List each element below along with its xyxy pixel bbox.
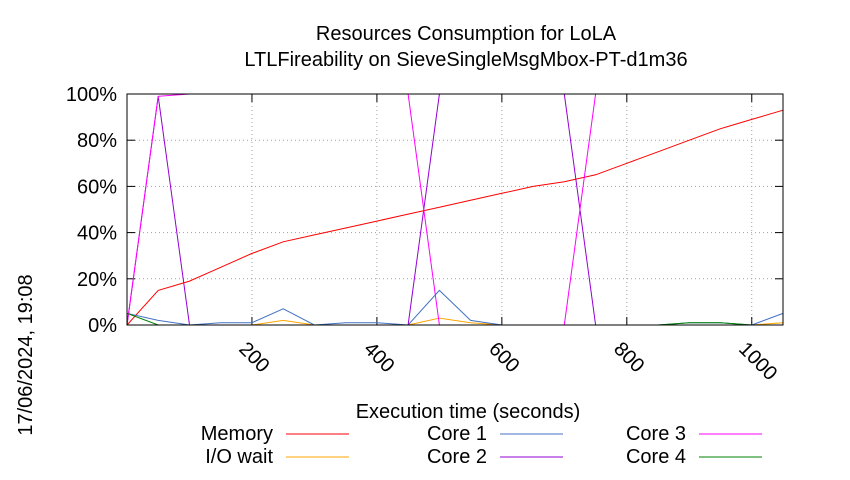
y-tick-label: 100% <box>66 84 117 106</box>
series-line-core-3 <box>126 93 783 326</box>
x-tick-label: 600 <box>484 338 523 377</box>
x-tick-label: 200 <box>234 338 273 377</box>
grid-lines <box>127 94 783 325</box>
legend-label: Core 1 <box>427 423 487 445</box>
legend-label: Core 3 <box>626 423 686 445</box>
legend-label: Core 4 <box>626 446 686 468</box>
chart-title: Resources Consumption for LoLA <box>316 23 617 45</box>
chart-subtitle: LTLFireability on SieveSingleMsgMbox-PT-… <box>244 49 687 71</box>
series-line-core-2 <box>126 93 783 326</box>
x-tick-label: 1000 <box>734 338 781 385</box>
side-timestamp-label: 17/06/2024, 19:08 <box>15 274 37 435</box>
x-axis-label: Execution time (seconds) <box>356 401 581 423</box>
x-tick-label: 800 <box>609 338 648 377</box>
legend-label: Memory <box>201 423 273 445</box>
y-tick-label: 20% <box>77 269 117 291</box>
y-tick-label: 0% <box>88 315 117 337</box>
series-lines <box>126 93 784 326</box>
series-line-memory <box>126 109 784 326</box>
x-axis-ticks: 200 400 600 800 1000 <box>234 94 781 385</box>
y-tick-label: 40% <box>77 223 117 245</box>
legend-label: I/O wait <box>205 446 273 468</box>
series-line-i-o-wait <box>127 317 784 326</box>
series-line-core-4 <box>126 312 783 326</box>
y-tick-label: 80% <box>77 130 117 152</box>
legend-label: Core 2 <box>427 446 487 468</box>
y-axis-ticks: 0% 20% 40% 60% 80% 100% <box>66 84 783 337</box>
plot-border <box>126 93 784 326</box>
x-tick-label: 400 <box>359 338 398 377</box>
series-line-core-1 <box>126 289 784 326</box>
y-tick-label: 60% <box>77 176 117 198</box>
